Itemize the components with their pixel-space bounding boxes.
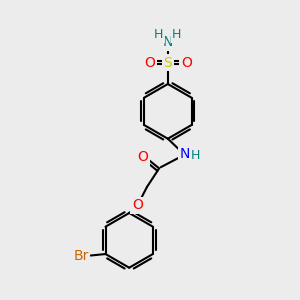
Text: N: N (163, 35, 173, 50)
Text: O: O (181, 56, 192, 70)
Text: S: S (164, 56, 172, 70)
Text: N: N (180, 147, 190, 161)
Text: H: H (172, 28, 182, 41)
Text: O: O (144, 56, 155, 70)
Text: Br: Br (74, 248, 89, 262)
Text: O: O (132, 198, 143, 212)
Text: O: O (137, 150, 148, 164)
Text: H: H (191, 149, 200, 162)
Text: H: H (154, 28, 164, 41)
